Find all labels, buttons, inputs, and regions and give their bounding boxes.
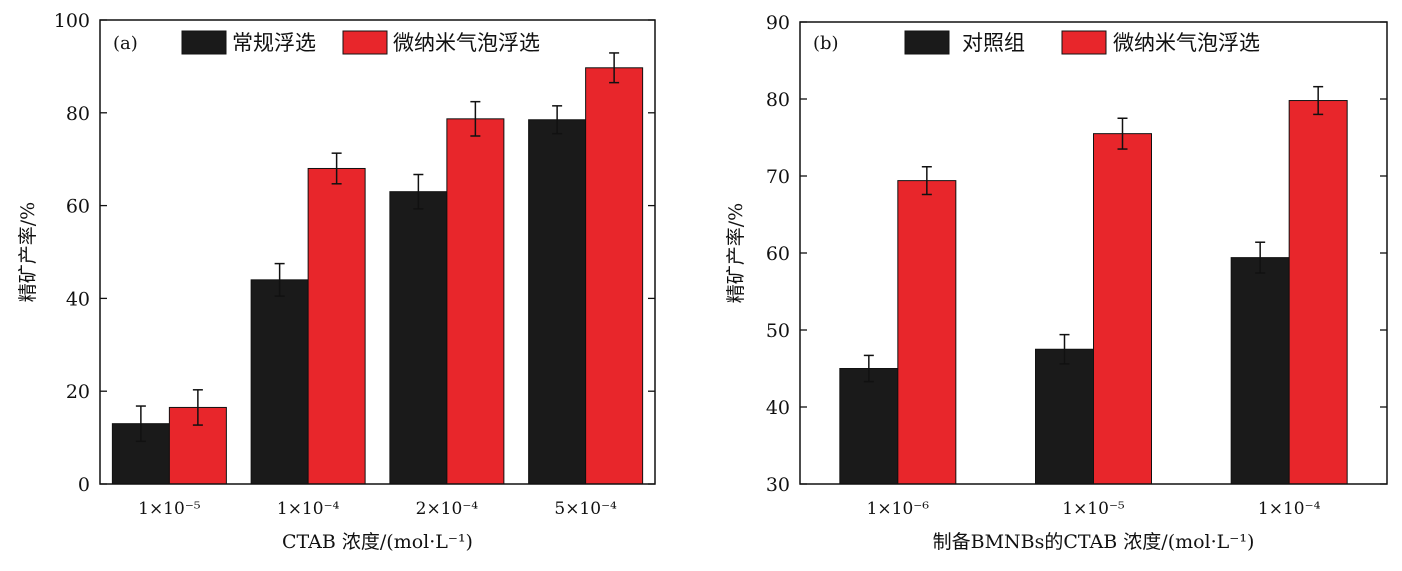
y-tick-label: 30 bbox=[766, 474, 790, 496]
x-tick-label: 2×10⁻⁴ bbox=[416, 499, 479, 519]
y-tick-label: 90 bbox=[766, 12, 790, 34]
bar bbox=[1093, 133, 1152, 485]
y-tick-label: 80 bbox=[66, 103, 90, 125]
bar bbox=[250, 279, 309, 485]
panel-tag: (a) bbox=[113, 33, 138, 54]
bar bbox=[389, 191, 448, 485]
bar bbox=[839, 368, 899, 485]
bar bbox=[446, 118, 505, 485]
chart-panel-b: 30 40 50 60 70 80 90 1×10⁻⁶ 1×10⁻⁵ 1×10⁻⁴ (b) 对照组 微纳… bbox=[725, 12, 1388, 553]
x-tick-label: 5×10⁻⁴ bbox=[554, 499, 617, 519]
x-tick-label: 1×10⁻⁶ bbox=[867, 499, 930, 519]
bar bbox=[1288, 100, 1348, 485]
legend-label: 常规浮选 bbox=[232, 31, 316, 55]
x-axis-title: CTAB 浓度/(mol·L⁻¹) bbox=[282, 531, 473, 553]
bar bbox=[1035, 348, 1094, 485]
y-tick-label: 70 bbox=[766, 166, 790, 188]
chart-panel-a: 0 20 40 60 80 100 1×10⁻⁵ 1×10⁻⁴ 2×10⁻⁴ 5×10⁻⁴ (a) 常… bbox=[17, 10, 656, 553]
plot-frame bbox=[799, 21, 1388, 485]
y-tick-label: 100 bbox=[54, 10, 90, 32]
bar bbox=[1230, 257, 1290, 485]
legend-label: 对照组 bbox=[962, 31, 1025, 55]
bar bbox=[585, 67, 644, 485]
y-tick-label: 50 bbox=[766, 320, 790, 342]
y-tick-label: 20 bbox=[66, 381, 90, 403]
legend-swatch bbox=[1061, 30, 1107, 55]
y-tick-label: 40 bbox=[66, 288, 90, 310]
legend-swatch bbox=[904, 30, 950, 55]
legend-label: 微纳米气泡浮选 bbox=[393, 31, 540, 55]
y-tick-label: 40 bbox=[766, 397, 790, 419]
bar bbox=[897, 180, 957, 485]
legend-swatch bbox=[342, 30, 388, 55]
x-tick-label: 1×10⁻⁴ bbox=[1258, 499, 1321, 519]
x-axis-title: 制备BMNBs的CTAB 浓度/(mol·L⁻¹) bbox=[933, 531, 1255, 553]
y-tick-label: 60 bbox=[66, 196, 90, 218]
x-tick-label: 1×10⁻⁵ bbox=[138, 499, 201, 519]
x-tick-label: 1×10⁻⁴ bbox=[277, 499, 340, 519]
panel-tag: (b) bbox=[813, 33, 839, 54]
legend-swatch bbox=[181, 30, 227, 55]
x-tick-label: 1×10⁻⁵ bbox=[1062, 499, 1125, 519]
bar bbox=[307, 167, 366, 485]
legend-label: 微纳米气泡浮选 bbox=[1113, 31, 1260, 55]
bar bbox=[528, 119, 587, 485]
y-tick-label: 60 bbox=[766, 243, 790, 265]
plot-frame bbox=[99, 19, 656, 485]
y-tick-label: 80 bbox=[766, 89, 790, 111]
y-axis-title: 精矿产率/% bbox=[725, 203, 747, 303]
y-tick-label: 0 bbox=[78, 474, 90, 496]
y-axis-title: 精矿产率/% bbox=[17, 202, 39, 302]
